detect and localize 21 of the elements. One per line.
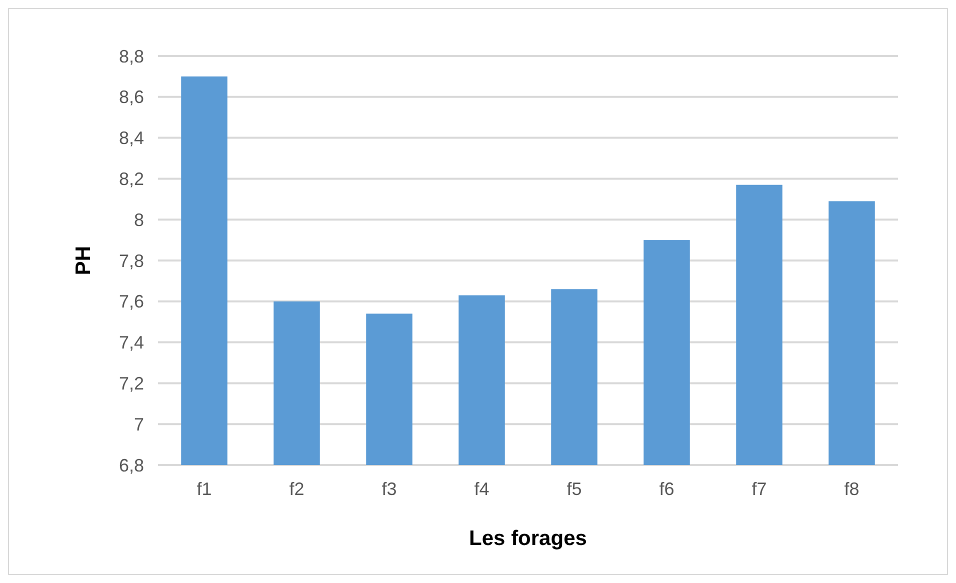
y-tick-label: 7 <box>134 414 144 434</box>
y-tick-label: 8,2 <box>118 169 144 189</box>
y-tick-label: 8,8 <box>118 46 144 66</box>
y-tick-label: 8,4 <box>118 128 144 148</box>
y-tick-label: 7,6 <box>118 292 144 312</box>
y-tick-label: 8,6 <box>118 87 144 108</box>
x-tick-label: f5 <box>566 479 582 499</box>
x-tick-label: f8 <box>844 479 860 499</box>
x-tick-label: f3 <box>382 479 397 499</box>
x-tick-label: f7 <box>752 479 767 499</box>
x-axis-title: Les forages <box>469 527 587 550</box>
y-tick-label: 6,8 <box>118 455 144 476</box>
y-tick-label: 7,4 <box>118 332 144 353</box>
y-tick-label: 7,2 <box>118 374 144 394</box>
y-tick-label: 7,8 <box>118 250 144 271</box>
x-tick-label: f1 <box>196 479 212 499</box>
y-axis-title: PH <box>72 246 95 276</box>
y-tick-label: 8 <box>134 210 144 230</box>
x-tick-label: f2 <box>289 479 304 499</box>
x-tick-label: f4 <box>474 479 490 499</box>
x-tick-label: f6 <box>659 479 674 499</box>
